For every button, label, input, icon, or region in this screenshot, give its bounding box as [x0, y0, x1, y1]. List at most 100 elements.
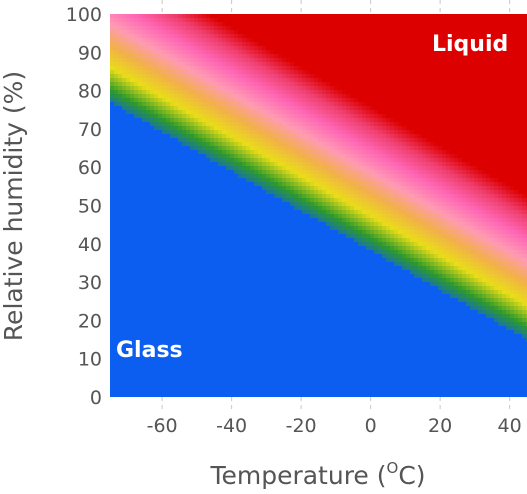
heatmap-cell	[174, 162, 179, 167]
heatmap-cell	[306, 382, 311, 387]
heatmap-cell	[166, 214, 171, 219]
heatmap-cell	[282, 282, 287, 287]
heatmap-cell	[226, 198, 231, 203]
heatmap-cell	[134, 390, 139, 395]
heatmap-cell	[162, 318, 167, 323]
heatmap-cell	[194, 46, 199, 51]
heatmap-cell	[222, 382, 227, 387]
heatmap-cell	[314, 390, 319, 395]
heatmap-cell	[274, 50, 279, 55]
heatmap-cell	[314, 314, 319, 319]
heatmap-cell	[242, 262, 247, 267]
heatmap-cell	[170, 362, 175, 367]
heatmap-cell	[262, 62, 267, 67]
heatmap-cell	[290, 178, 295, 183]
heatmap-cell	[166, 390, 171, 395]
heatmap-cell	[174, 242, 179, 247]
heatmap-cell	[130, 154, 135, 159]
heatmap-cell	[114, 126, 119, 131]
heatmap-cell	[114, 270, 119, 275]
heatmap-cell	[242, 138, 247, 143]
heatmap-cell	[214, 102, 219, 107]
heatmap-cell	[210, 126, 215, 131]
heatmap-cell	[254, 314, 259, 319]
heatmap-cell	[190, 178, 195, 183]
heatmap-cell	[186, 94, 191, 99]
heatmap-cell	[242, 290, 247, 295]
heatmap-cell	[218, 74, 223, 79]
heatmap-cell	[110, 310, 115, 315]
heatmap-cell	[118, 42, 123, 47]
heatmap-cell	[114, 134, 119, 139]
heatmap-cell	[250, 14, 255, 19]
heatmap-cell	[146, 310, 151, 315]
heatmap-cell	[142, 134, 147, 139]
heatmap-cell	[166, 290, 171, 295]
heatmap-cell	[174, 82, 179, 87]
heatmap-cell	[162, 230, 167, 235]
heatmap-cell	[174, 30, 179, 35]
heatmap-cell	[294, 250, 299, 255]
heatmap-cell	[186, 122, 191, 127]
heatmap-cell	[138, 82, 143, 87]
heatmap-cell	[122, 294, 127, 299]
heatmap-cell	[142, 182, 147, 187]
heatmap-cell	[282, 62, 287, 67]
heatmap-cell	[258, 258, 263, 263]
heatmap-cell	[178, 98, 183, 103]
heatmap-cell	[170, 390, 175, 395]
heatmap-cell	[306, 130, 311, 135]
heatmap-cell	[174, 358, 179, 363]
heatmap-cell	[270, 386, 275, 391]
heatmap-cell	[162, 198, 167, 203]
heatmap-cell	[186, 286, 191, 291]
heatmap-cell	[130, 370, 135, 375]
heatmap-cell	[298, 74, 303, 79]
heatmap-cell	[302, 258, 307, 263]
heatmap-cell	[238, 22, 243, 27]
heatmap-cell	[110, 290, 115, 295]
heatmap-cell	[114, 334, 119, 339]
heatmap-cell	[262, 174, 267, 179]
heatmap-cell	[258, 330, 263, 335]
heatmap-cell	[250, 118, 255, 123]
heatmap-cell	[170, 82, 175, 87]
heatmap-cell	[202, 254, 207, 259]
heatmap-cell	[310, 318, 315, 323]
heatmap-cell	[150, 206, 155, 211]
heatmap-cell	[286, 34, 291, 39]
heatmap-cell	[270, 370, 275, 375]
heatmap-cell	[230, 362, 235, 367]
heatmap-cell	[170, 250, 175, 255]
heatmap-cell	[126, 270, 131, 275]
heatmap-cell	[166, 354, 171, 359]
heatmap-cell	[150, 338, 155, 343]
heatmap-cell	[202, 130, 207, 135]
heatmap-cell	[234, 274, 239, 279]
heatmap-cell	[214, 34, 219, 39]
heatmap-cell	[170, 66, 175, 71]
heatmap-cell	[130, 106, 135, 111]
heatmap-cell	[170, 74, 175, 79]
heatmap-cell	[314, 66, 319, 71]
heatmap-cell	[286, 70, 291, 75]
heatmap-cell	[226, 42, 231, 47]
heatmap-cell	[254, 130, 259, 135]
heatmap-cell	[258, 202, 263, 207]
heatmap-cell	[314, 274, 319, 279]
heatmap-cell	[298, 130, 303, 135]
heatmap-cell	[218, 222, 223, 227]
heatmap-cell	[250, 346, 255, 351]
heatmap-cell	[230, 90, 235, 95]
heatmap-cell	[174, 322, 179, 327]
heatmap-cell	[226, 370, 231, 375]
heatmap-cell	[142, 42, 147, 47]
heatmap-cell	[178, 310, 183, 315]
heatmap-cell	[270, 26, 275, 31]
heatmap-cell	[126, 98, 131, 103]
heatmap-cell	[154, 98, 159, 103]
heatmap-cell	[210, 270, 215, 275]
heatmap-cell	[266, 262, 271, 267]
heatmap-cell	[282, 274, 287, 279]
heatmap-cell	[146, 134, 151, 139]
